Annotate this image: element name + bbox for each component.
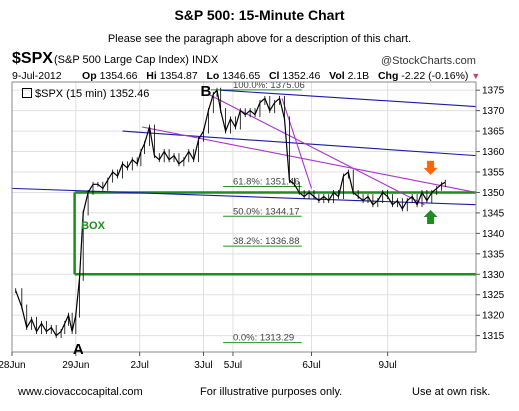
caret-down-icon: ▼ bbox=[471, 71, 481, 81]
x-tick-label: 2Jul bbox=[130, 360, 148, 371]
legend-swatch bbox=[22, 88, 32, 98]
quote-chg: -2.22 (-0.16%) bbox=[401, 70, 469, 82]
fib-level-label: 50.0%: 1344.17 bbox=[233, 206, 300, 217]
arrow-down-icon bbox=[423, 160, 438, 175]
trendline-purple bbox=[208, 93, 425, 206]
quote-close: 1352.46 bbox=[282, 70, 321, 82]
footer-website: www.ciovaccocapital.com bbox=[18, 386, 143, 398]
trendlines bbox=[11, 89, 477, 206]
fib-level-label: 38.2%: 1336.88 bbox=[233, 236, 300, 247]
trendline-blue bbox=[220, 89, 477, 108]
x-tick-label: 6Jul bbox=[302, 360, 320, 371]
fib-level-label: 61.8%: 1351.46 bbox=[233, 176, 300, 187]
quote-close-label: Cl bbox=[268, 70, 280, 82]
fib-level-label: 0.0%: 1313.29 bbox=[233, 333, 294, 344]
y-tick-label: 1330 bbox=[482, 270, 505, 281]
x-tick-label: 9Jul bbox=[378, 360, 396, 371]
y-tick-label: 1340 bbox=[482, 229, 505, 240]
trendline-purple bbox=[142, 126, 477, 193]
fib-level-label: 100.0%: 1375.06 bbox=[233, 80, 305, 91]
y-tick-label: 1325 bbox=[482, 290, 505, 301]
quote-high-label: Hi bbox=[146, 70, 157, 82]
y-tick-label: 1365 bbox=[482, 127, 505, 138]
quote-date: 9-Jul-2012 bbox=[12, 70, 62, 82]
chart-title: S&P 500: 15-Minute Chart bbox=[174, 7, 345, 23]
chart-subtitle: Please see the paragraph above for a des… bbox=[107, 33, 412, 45]
quote-low-label: Lo bbox=[206, 70, 220, 82]
axes: 1315 1320 1325 1330 1335 1340 1345 1350 1355 1360… bbox=[0, 86, 505, 371]
ticker-description: (S&P 500 Large Cap Index) INDX bbox=[54, 54, 219, 66]
y-tick-label: 1375 bbox=[482, 86, 505, 97]
watermark: @StockCharts.com bbox=[381, 55, 476, 67]
y-tick-label: 1335 bbox=[482, 249, 505, 260]
legend-label: $SPX (15 min) 1352.46 bbox=[35, 88, 150, 100]
quote-row: 9-Jul-2012 Op 1354.66 Hi 1354.87 Lo 1346… bbox=[12, 70, 480, 82]
x-tick-label: 5Jul bbox=[224, 360, 242, 371]
annotation-box: BOX bbox=[81, 220, 106, 232]
y-tick-label: 1350 bbox=[482, 188, 505, 199]
quote-open-label: Op bbox=[82, 70, 97, 82]
quote-open: 1354.66 bbox=[99, 70, 138, 82]
trendline-purple bbox=[281, 98, 313, 189]
x-tick-label: 29Jun bbox=[62, 360, 89, 371]
y-tick-label: 1320 bbox=[482, 311, 505, 322]
quote-vol: 2.1B bbox=[347, 70, 370, 82]
quote-low: 1346.65 bbox=[222, 70, 261, 82]
y-tick-label: 1355 bbox=[482, 168, 505, 179]
x-tick-label: 3Jul bbox=[194, 360, 212, 371]
y-tick-label: 1360 bbox=[482, 147, 505, 158]
x-tick-label: 28Jun bbox=[0, 360, 26, 371]
quote-chg-label: Chg bbox=[377, 70, 399, 82]
price-series bbox=[15, 87, 446, 339]
y-tick-label: 1370 bbox=[482, 106, 505, 117]
annotation-a: A bbox=[73, 341, 84, 358]
fibonacci-levels: 100.0%: 1375.06 61.8%: 1351.46 50.0%: 1344… bbox=[210, 80, 305, 344]
y-tick-label: 1345 bbox=[482, 208, 505, 219]
y-tick-label: 1315 bbox=[482, 331, 505, 342]
quote-vol-label: Vol bbox=[329, 70, 345, 82]
annotation-b: B bbox=[201, 83, 212, 100]
footer-risk: Use at own risk. bbox=[412, 386, 491, 398]
series-legend: $SPX (15 min) 1352.46 bbox=[22, 88, 149, 100]
ticker-symbol: $SPX bbox=[12, 50, 53, 67]
footer-disclaimer: For illustrative purposes only. bbox=[200, 386, 343, 398]
plot-frame bbox=[11, 81, 477, 353]
annotations: A B BOX bbox=[73, 83, 438, 358]
quote-high: 1354.87 bbox=[159, 70, 198, 82]
arrow-up-icon bbox=[423, 210, 438, 224]
